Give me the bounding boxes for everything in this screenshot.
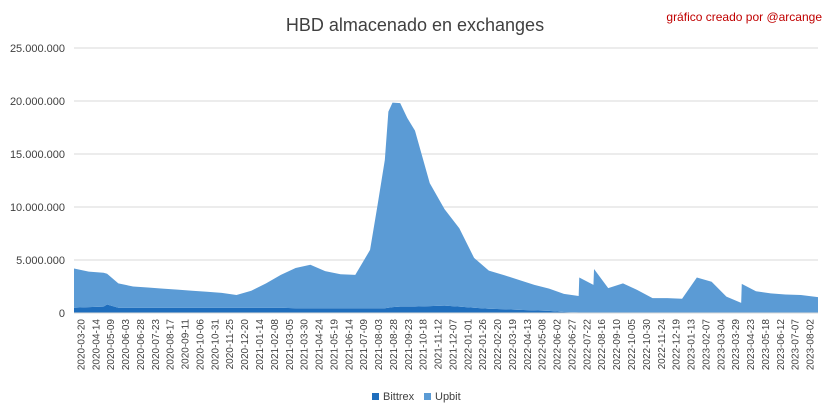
x-tick-label: 2022-03-19: [508, 319, 519, 371]
x-tick-label: 2022-07-22: [582, 319, 593, 371]
x-tick-label: 2021-02-08: [270, 319, 281, 371]
x-tick-label: 2023-05-18: [761, 319, 772, 371]
x-tick-label: 2020-08-17: [166, 319, 177, 371]
x-tick-label: 2022-05-08: [538, 319, 549, 371]
legend-swatch-bittrex: [372, 393, 379, 400]
x-tick-label: 2020-12-20: [240, 319, 251, 371]
x-tick-label: 2022-10-30: [642, 319, 653, 371]
x-tick-label: 2021-12-07: [448, 319, 459, 371]
x-tick-label: 2020-10-06: [195, 319, 206, 371]
y-tick-label: 0: [59, 308, 65, 320]
x-tick-label: 2022-01-26: [478, 319, 489, 371]
x-tick-label: 2022-12-19: [672, 319, 683, 371]
x-tick-label: 2021-09-23: [404, 319, 415, 371]
x-tick-label: 2022-01-01: [463, 319, 474, 371]
x-tick-label: 2023-07-07: [791, 319, 802, 371]
x-tick-label: 2020-09-11: [181, 319, 192, 370]
x-tick-label: 2021-08-03: [374, 319, 385, 371]
y-tick-label: 5.000.000: [16, 255, 65, 267]
x-tick-label: 2020-06-03: [121, 319, 132, 371]
grid: [74, 47, 818, 261]
x-tick-label: 2022-06-27: [567, 319, 578, 371]
x-tick-label: 2021-11-12: [434, 319, 445, 370]
x-tick-label: 2023-04-23: [746, 319, 757, 371]
legend-label-bittrex: Bittrex: [383, 391, 415, 403]
x-tick-label: 2021-01-14: [255, 319, 266, 371]
x-tick-label: 2020-05-09: [106, 319, 117, 371]
x-tick-label: 2022-06-02: [553, 319, 564, 371]
x-tick-label: 2020-11-25: [225, 319, 236, 370]
chart-credit: gráfico creado por @arcange: [666, 10, 822, 24]
series-area-upbit: [74, 102, 818, 313]
x-tick-label: 2020-06-28: [136, 319, 147, 371]
x-tick-label: 2020-03-20: [76, 319, 87, 371]
x-tick-label: 2023-03-04: [716, 319, 727, 371]
legend-swatch-upbit: [424, 393, 431, 400]
x-tick-label: 2022-11-24: [657, 319, 668, 370]
x-tick-label: 2021-07-09: [359, 319, 370, 371]
x-tick-label: 2023-01-13: [687, 319, 698, 371]
x-tick-label: 2022-02-20: [493, 319, 504, 371]
x-tick-label: 2023-08-02: [806, 319, 817, 371]
y-tick-label: 20.000.000: [10, 96, 65, 108]
x-tick-label: 2023-02-07: [701, 319, 712, 371]
x-tick-label: 2022-09-10: [612, 319, 623, 371]
legend-label-upbit: Upbit: [435, 391, 461, 403]
x-axis-ticks: 2020-03-20 2020-04-14 2020-05-09 2020-06-03…: [76, 319, 816, 371]
x-tick-label: 2023-06-12: [776, 319, 787, 371]
y-tick-label: 25.000.000: [10, 43, 65, 55]
x-tick-label: 2020-07-23: [151, 319, 162, 371]
y-tick-label: 10.000.000: [10, 202, 65, 214]
legend: Bittrex Upbit: [372, 391, 461, 403]
y-tick-label: 15.000.000: [10, 149, 65, 161]
x-tick-label: 2021-06-14: [344, 319, 355, 371]
x-tick-label: 2021-04-24: [315, 319, 326, 371]
series-area-bittrex: [74, 304, 818, 313]
series-areas: [74, 102, 818, 313]
chart-title: HBD almacenado en exchanges: [286, 15, 544, 35]
x-tick-label: 2021-10-18: [419, 319, 430, 371]
x-tick-label: 2021-03-05: [285, 319, 296, 371]
x-tick-label: 2023-03-29: [731, 319, 742, 371]
x-tick-label: 2021-03-30: [300, 319, 311, 371]
x-tick-label: 2020-10-31: [210, 319, 221, 371]
x-tick-label: 2020-04-14: [91, 319, 102, 371]
x-tick-label: 2022-04-13: [523, 319, 534, 371]
x-tick-label: 2022-08-16: [597, 319, 608, 371]
x-tick-label: 2021-05-19: [329, 319, 340, 371]
x-tick-label: 2022-10-05: [627, 319, 638, 371]
y-axis-ticks: 0 5.000.000 10.000.000 15.000.000 20.000.000…: [10, 43, 65, 320]
x-tick-label: 2021-08-28: [389, 319, 400, 371]
